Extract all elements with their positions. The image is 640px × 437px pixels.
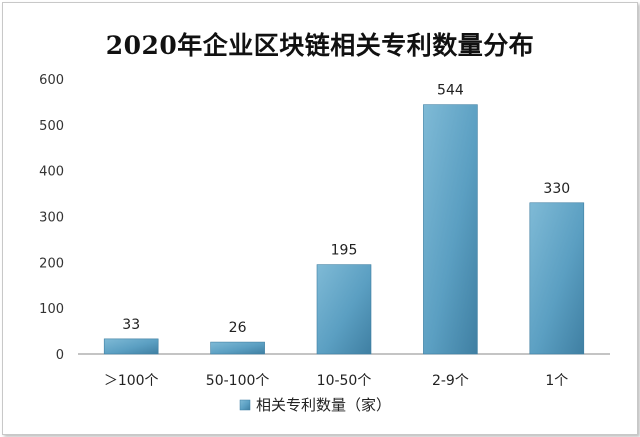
x-tick-label: ＞100个 bbox=[104, 373, 159, 389]
data-label: 26 bbox=[229, 320, 247, 336]
legend: 相关专利数量（家） bbox=[239, 396, 391, 414]
y-tick-label: 100 bbox=[39, 302, 64, 317]
legend-label: 相关专利数量（家） bbox=[256, 396, 391, 414]
y-tick-label: 200 bbox=[39, 256, 64, 271]
data-label: 330 bbox=[543, 181, 570, 197]
y-tick-label: 400 bbox=[39, 165, 64, 180]
x-tick-label: 1个 bbox=[545, 373, 568, 389]
legend-swatch bbox=[239, 399, 251, 411]
y-tick-label: 0 bbox=[56, 348, 64, 363]
bar bbox=[103, 338, 159, 355]
chart-title: 2020年企业区块链相关专利数量分布 bbox=[105, 31, 535, 60]
x-tick-label: 2-9个 bbox=[432, 373, 469, 389]
y-tick-label: 500 bbox=[39, 119, 64, 134]
data-label: 33 bbox=[122, 317, 140, 333]
x-tick-label: 50-100个 bbox=[206, 373, 270, 389]
x-tick-label: 10-50个 bbox=[317, 373, 372, 389]
bar bbox=[529, 202, 585, 355]
y-tick-label: 300 bbox=[39, 211, 64, 226]
bar bbox=[316, 264, 372, 355]
y-tick-label: 600 bbox=[39, 73, 64, 88]
bar bbox=[423, 104, 478, 355]
bar bbox=[210, 341, 265, 355]
data-label: 544 bbox=[437, 83, 464, 99]
data-label: 195 bbox=[331, 243, 358, 259]
